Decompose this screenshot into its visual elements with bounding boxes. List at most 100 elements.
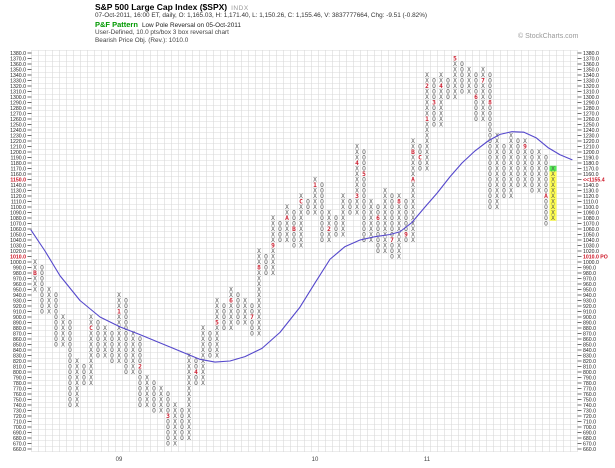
svg-text:1020.0: 1020.0 [583,249,599,255]
svg-text:960.0: 960.0 [13,282,26,288]
svg-text:X: X [551,182,555,189]
svg-text:X: X [271,270,275,277]
svg-text:X: X [75,369,79,376]
svg-text:X: X [495,193,499,200]
svg-text:830.0: 830.0 [583,353,596,359]
svg-text:X: X [425,105,429,112]
svg-text:X: X [117,342,121,349]
svg-text:O: O [488,171,492,178]
svg-text:X: X [187,419,191,426]
svg-text:X: X [201,331,205,338]
svg-text:O: O [390,210,394,217]
svg-text:O: O [488,111,492,118]
svg-text:X: X [103,347,107,354]
svg-text:950.0: 950.0 [13,287,26,293]
svg-text:O: O [166,430,170,437]
svg-text:X: X [47,303,51,310]
svg-text:O: O [488,199,492,206]
svg-text:X: X [523,149,527,156]
svg-text:X: X [257,331,261,338]
svg-text:660.0: 660.0 [13,447,26,453]
svg-text:1050.0: 1050.0 [583,232,599,238]
svg-text:O: O [488,177,492,184]
svg-text:X: X [285,204,289,211]
svg-text:O: O [180,430,184,437]
svg-text:O: O [40,287,44,294]
svg-text:O: O [544,221,548,228]
svg-text:5: 5 [362,171,366,178]
svg-text:690.0: 690.0 [13,430,26,436]
svg-text:X: X [313,193,317,200]
chart-title: S&P 500 Large Cap Index ($SPX) [95,2,228,12]
svg-text:O: O [40,270,44,277]
svg-text:X: X [299,193,303,200]
svg-text:O: O [488,122,492,129]
svg-text:O: O [138,358,142,365]
svg-text:O: O [278,232,282,239]
svg-text:X: X [467,89,471,96]
svg-text:X: X [201,336,205,343]
svg-text:O: O [362,226,366,233]
svg-text:O: O [166,402,170,409]
svg-text:X: X [425,149,429,156]
svg-text:O: O [54,342,58,349]
svg-text:X: X [425,133,429,140]
svg-text:1220.0: 1220.0 [10,139,26,145]
svg-text:X: X [523,182,527,189]
svg-text:O: O [390,204,394,211]
svg-text:X: X [89,358,93,365]
svg-text:760.0: 760.0 [583,392,596,398]
svg-text:X: X [187,380,191,387]
svg-text:X: X [257,287,261,294]
svg-text:O: O [152,391,156,398]
svg-text:1130.0: 1130.0 [11,188,27,194]
svg-text:5: 5 [453,56,457,63]
svg-text:O: O [124,353,128,360]
svg-text:X: X [425,122,429,129]
svg-text:X: X [173,430,177,437]
svg-text:B: B [33,270,37,277]
svg-text:810.0: 810.0 [583,364,596,370]
svg-text:1090.0: 1090.0 [10,210,26,216]
svg-text:C: C [418,155,422,162]
svg-text:O: O [208,342,212,349]
svg-text:X: X [495,204,499,211]
svg-text:2: 2 [138,364,142,371]
svg-text:O: O [54,336,58,343]
svg-text:X: X [341,210,345,217]
svg-text:X: X [75,386,79,393]
svg-text:O: O [166,397,170,404]
svg-text:X: X [551,193,555,200]
svg-text:1090.0: 1090.0 [583,210,599,216]
svg-text:X: X [411,166,415,173]
svg-text:O: O [222,303,226,310]
svg-text:X: X [495,171,499,178]
svg-text:X: X [495,138,499,145]
svg-text:O: O [40,309,44,316]
svg-text:1190.0: 1190.0 [11,155,27,161]
svg-text:X: X [453,61,457,68]
svg-text:X: X [383,215,387,222]
svg-text:X: X [425,144,429,151]
svg-text:X: X [397,221,401,228]
svg-text:1110.0: 1110.0 [11,199,26,205]
svg-text:X: X [89,342,93,349]
svg-text:X: X [313,210,317,217]
svg-text:X: X [131,331,135,338]
svg-text:1060.0: 1060.0 [583,227,599,233]
svg-text:O: O [362,160,366,167]
svg-text:09: 09 [116,457,123,463]
svg-text:O: O [530,160,534,167]
svg-text:O: O [138,342,142,349]
svg-text:X: X [103,342,107,349]
svg-text:X: X [75,364,79,371]
svg-text:X: X [285,210,289,217]
svg-text:O: O [376,221,380,228]
svg-text:O: O [278,221,282,228]
svg-text:O: O [376,243,380,250]
svg-text:810.0: 810.0 [13,364,26,370]
svg-text:X: X [425,166,429,173]
svg-text:O: O [278,237,282,244]
svg-text:X: X [271,265,275,272]
